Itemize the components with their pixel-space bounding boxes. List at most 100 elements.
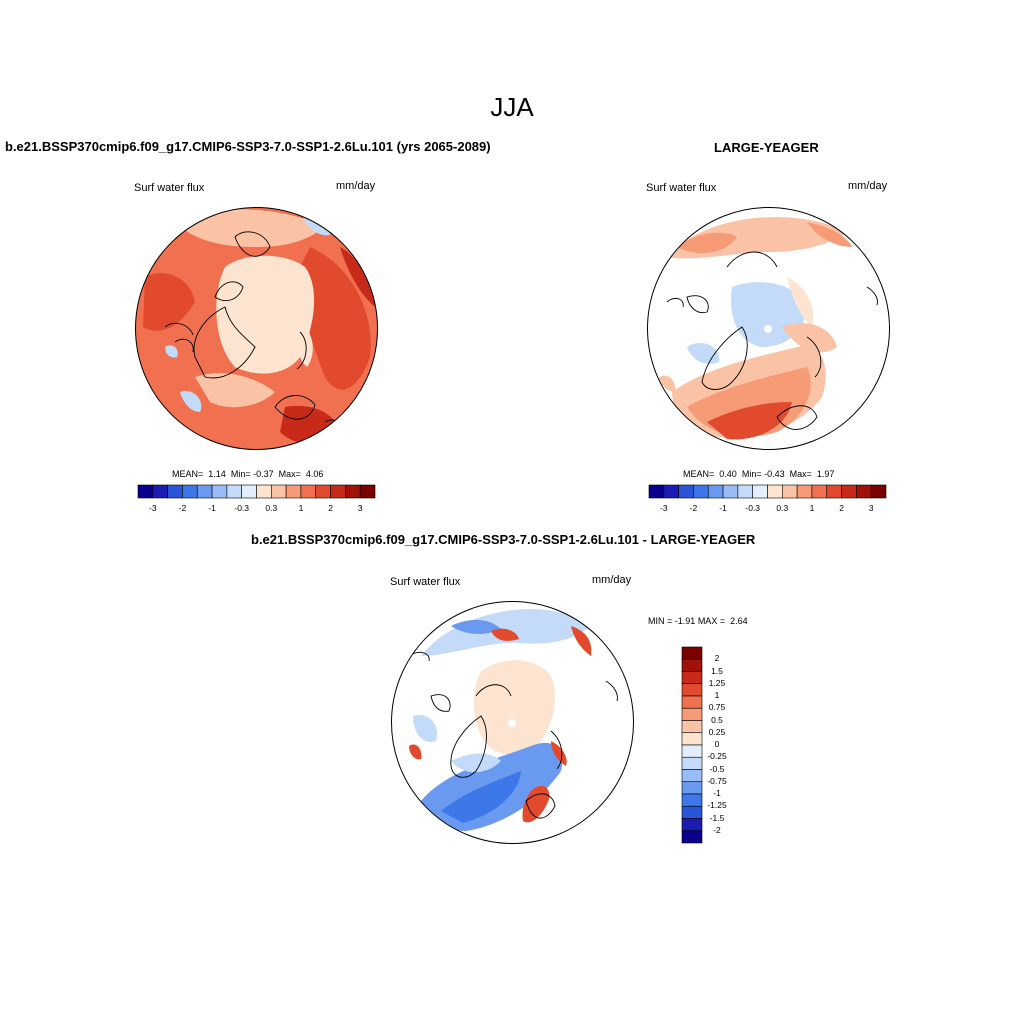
- diff-colorbar-tick-label: -0.75: [707, 775, 727, 786]
- left-colorbar-tick-label: 0.3: [265, 503, 278, 513]
- season-title: JJA: [490, 92, 534, 122]
- right-colorbar-tick-label: 0.3: [776, 503, 789, 513]
- diff-colorbar: [681, 646, 703, 844]
- right-max-label: Max=: [789, 469, 812, 479]
- right-colorbar-box: [722, 484, 739, 499]
- right-max-value: 1.97: [816, 469, 835, 479]
- diff-min-label: MIN =: [648, 616, 673, 626]
- left-min-value: -0.37: [253, 469, 274, 479]
- diff-max-value: 2.64: [730, 616, 748, 626]
- right-colorbar-box: [811, 484, 828, 499]
- right-colorbar-box: [707, 484, 724, 499]
- diff-colorbar-tick-label: -1.25: [707, 800, 727, 811]
- left-colorbar-ticks: -3 -2 -1 -0.3 0.3 1 2 3: [138, 503, 375, 515]
- left-units-label: mm/day: [336, 180, 376, 192]
- diff-colorbar-box: [681, 830, 703, 844]
- diff-colorbar-tick-label: 0.25: [708, 726, 726, 737]
- diff-max-label: MAX =: [697, 616, 726, 626]
- right-colorbar-tick-label: -2: [689, 503, 698, 513]
- left-colorbar-box: [315, 484, 331, 499]
- left-panel-title: b.e21.BSSP370cmip6.f09_g17.CMIP6-SSP3-7.…: [5, 139, 491, 154]
- diff-polar-map: [391, 601, 634, 844]
- left-colorbar-box: [241, 484, 257, 499]
- left-colorbar-box: [167, 484, 183, 499]
- left-colorbar-box: [196, 484, 213, 499]
- left-max-value: 4.06: [305, 469, 324, 479]
- right-colorbar-tick-label: 1: [809, 503, 815, 513]
- right-colorbar-box: [782, 484, 798, 499]
- right-colorbar-tick-label: -3: [660, 503, 668, 513]
- right-colorbar-tick-label: 3: [868, 503, 874, 513]
- left-colorbar-tick-label: 2: [328, 503, 333, 513]
- diff-colorbar-tick-label: 0.75: [708, 702, 726, 713]
- diff-colorbar-tick-label: 1.25: [708, 677, 726, 688]
- right-polar-map: [647, 207, 890, 450]
- diff-colorbar-tick-label: -0.25: [707, 751, 727, 762]
- right-colorbar-box: [752, 484, 768, 499]
- left-colorbar-box: [211, 484, 228, 499]
- left-min-label: Min=: [230, 469, 251, 479]
- left-colorbar-box: [345, 484, 361, 499]
- right-colorbar: [648, 484, 887, 499]
- left-colorbar-box: [152, 484, 168, 499]
- diff-colorbar-tick-label: -1.5: [709, 812, 725, 823]
- right-colorbar-box: [737, 484, 753, 499]
- left-colorbar-tick-label: 3: [357, 503, 363, 513]
- right-variable-label: Surf water flux: [646, 182, 717, 194]
- right-stats: MEAN= 0.40 Min= -0.43 Max= 1.97: [683, 469, 834, 479]
- right-colorbar-box: [841, 484, 857, 499]
- left-stats: MEAN= 1.14 Min= -0.37 Max= 4.06: [172, 469, 323, 479]
- left-colorbar-box: [226, 484, 242, 499]
- left-colorbar-tick-label: -1: [208, 503, 216, 513]
- diff-units-label: mm/day: [592, 574, 632, 586]
- left-colorbar-box: [256, 484, 272, 499]
- right-min-value: -0.43: [764, 469, 785, 479]
- right-colorbar-tick-label: 2: [839, 503, 844, 513]
- diff-colorbar-tick-label: 1.5: [711, 665, 723, 676]
- diff-colorbar-tick-label: 0: [714, 739, 720, 749]
- right-colorbar-box: [796, 484, 813, 499]
- diff-variable-label: Surf water flux: [390, 576, 461, 588]
- right-colorbar-tick-label: -1: [719, 503, 727, 513]
- right-panel-title: LARGE-YEAGER: [714, 140, 819, 155]
- right-units-label: mm/day: [848, 180, 888, 192]
- left-mean-value: 1.14: [208, 469, 226, 479]
- right-colorbar-box: [663, 484, 679, 499]
- right-colorbar-box: [648, 484, 665, 499]
- right-colorbar-box: [856, 484, 872, 499]
- diff-min-value: -1.91: [674, 616, 696, 626]
- left-colorbar-box: [330, 484, 346, 499]
- diff-colorbar-tick-label: -2: [713, 824, 721, 835]
- left-max-label: Max=: [278, 469, 301, 479]
- diff-colorbar-tick-label: -0.5: [709, 763, 725, 774]
- diff-colorbar-tick-label: 0.5: [711, 714, 723, 725]
- left-colorbar-tick-label: 1: [298, 503, 304, 513]
- diff-colorbar-ticks: 2 1.5 1.25 1 0.75 0.5 0.25 0 -0.25 -0.5 -0.75 -1 -1.…: [697, 647, 737, 843]
- right-colorbar-box: [767, 484, 783, 499]
- right-colorbar-box: [693, 484, 709, 499]
- diff-panel-title: b.e21.BSSP370cmip6.f09_g17.CMIP6-SSP3-7.…: [251, 532, 756, 547]
- right-min-label: Min=: [741, 469, 762, 479]
- right-colorbar-box: [870, 484, 887, 499]
- left-colorbar: [137, 484, 376, 499]
- left-colorbar-tick-label: -0.3: [234, 503, 250, 513]
- left-colorbar-box: [359, 484, 376, 499]
- left-colorbar-tick-label: -2: [178, 503, 187, 513]
- left-colorbar-box: [285, 484, 302, 499]
- diff-colorbar-tick-label: 1: [714, 690, 720, 700]
- left-polar-map: [135, 207, 378, 450]
- right-colorbar-tick-label: -0.3: [745, 503, 761, 513]
- right-colorbar-box: [678, 484, 694, 499]
- diff-stats: MIN = -1.91 MAX = 2.64: [648, 616, 748, 626]
- left-colorbar-box: [182, 484, 198, 499]
- left-colorbar-box: [271, 484, 287, 499]
- left-colorbar-box: [300, 484, 317, 499]
- right-colorbar-box: [826, 484, 842, 499]
- left-mean-label: MEAN=: [172, 469, 204, 479]
- left-colorbar-tick-label: -3: [149, 503, 157, 513]
- right-mean-value: 0.40: [719, 469, 737, 479]
- right-colorbar-ticks: -3 -2 -1 -0.3 0.3 1 2 3: [649, 503, 886, 515]
- diff-colorbar-tick-label: -1: [713, 788, 721, 798]
- diff-colorbar-tick-label: 2: [714, 653, 720, 664]
- left-colorbar-box: [137, 484, 154, 499]
